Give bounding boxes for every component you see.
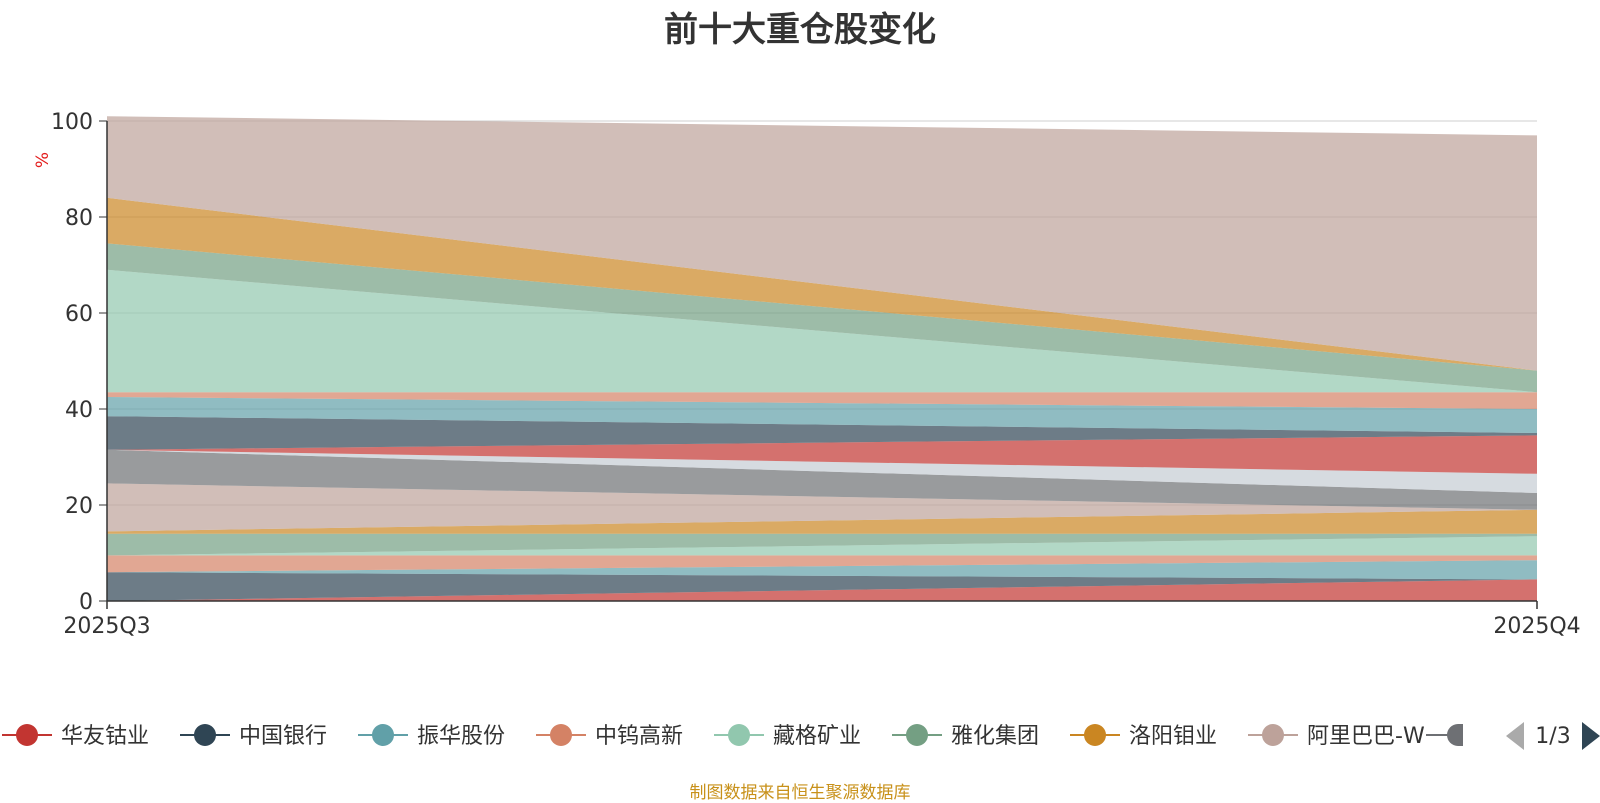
area-series-6 bbox=[107, 509, 1537, 534]
legend-label: 中钨高新 bbox=[595, 724, 683, 749]
area-series-9 bbox=[107, 449, 1537, 493]
axes bbox=[106, 121, 1538, 609]
legend-item[interactable]: 藏格矿业 bbox=[714, 724, 861, 749]
legend-next-page-icon[interactable] bbox=[1582, 722, 1600, 750]
area-series-5 bbox=[107, 533, 1537, 556]
legend-label: 华友钴业 bbox=[61, 724, 149, 749]
legend-label: 振华股份 bbox=[417, 724, 505, 749]
x-tick-label: 2025Q3 bbox=[63, 614, 150, 639]
x-tick-label: 2025Q4 bbox=[1493, 614, 1580, 639]
legend-label: 藏格矿业 bbox=[773, 724, 861, 749]
area-series-2 bbox=[107, 560, 1537, 580]
legend-prev-page-icon[interactable] bbox=[1506, 722, 1524, 750]
tick-labels: 0 20 40 60 80 100 2025Q3 2025Q4 bbox=[51, 110, 1581, 639]
legend-page-indicator: 1/3 bbox=[1535, 724, 1570, 749]
legend-item[interactable]: 中国银行 bbox=[180, 724, 327, 749]
area-series-3 bbox=[107, 555, 1537, 573]
area-series-7 bbox=[107, 483, 1537, 532]
legend-marker-icon bbox=[1084, 724, 1106, 746]
legend-marker-icon bbox=[16, 724, 38, 746]
legend-label: 洛阳钼业 bbox=[1129, 724, 1217, 749]
y-tick-label: 40 bbox=[65, 398, 93, 423]
legend-label: 雅化集团 bbox=[951, 724, 1039, 749]
area-series-8 bbox=[107, 449, 1537, 510]
legend-marker-icon bbox=[728, 724, 750, 746]
y-tick-label: 20 bbox=[65, 494, 93, 519]
area-series-10 bbox=[107, 435, 1537, 474]
y-axis-label: % bbox=[33, 152, 53, 168]
legend-marker-icon bbox=[550, 724, 572, 746]
y-tick-label: 0 bbox=[79, 590, 93, 615]
area-series-17 bbox=[107, 116, 1537, 371]
legend-item[interactable]: 雅化集团 bbox=[892, 724, 1039, 749]
area-series-1 bbox=[107, 572, 1537, 601]
legend-item[interactable]: 洛阳钼业 bbox=[1070, 724, 1217, 749]
legend-label: 中国银行 bbox=[239, 724, 327, 749]
legend-marker-icon bbox=[194, 724, 216, 746]
area-series-11 bbox=[107, 416, 1537, 450]
legend-marker-icon bbox=[1447, 724, 1463, 746]
legend-marker-icon bbox=[372, 724, 394, 746]
area-series-15 bbox=[107, 243, 1537, 393]
legend-marker-icon bbox=[906, 724, 928, 746]
area-series-13 bbox=[107, 392, 1537, 409]
area-series-4 bbox=[107, 536, 1537, 556]
legend-label: 阿里巴巴-W bbox=[1307, 724, 1425, 749]
area-series-16 bbox=[107, 197, 1537, 371]
source-note: 制图数据来自恒生聚源数据库 bbox=[689, 783, 911, 803]
legend-marker-icon bbox=[1262, 724, 1284, 746]
legend-item[interactable]: 振华股份 bbox=[358, 724, 505, 749]
chart-title: 前十大重仓股变化 bbox=[664, 10, 936, 50]
y-tick-label: 60 bbox=[65, 302, 93, 327]
y-tick-label: 80 bbox=[65, 206, 93, 231]
legend: 华友钴业 中国银行 振华股份 中钨高新 藏格矿业 雅化集团 洛阳钼业 阿里巴巴-W 1/3 bbox=[2, 722, 1600, 750]
legend-item[interactable]: 中钨高新 bbox=[536, 724, 683, 749]
area-series bbox=[107, 116, 1537, 601]
legend-item[interactable]: 阿里巴巴-W bbox=[1248, 724, 1425, 749]
y-tick-label: 100 bbox=[51, 110, 93, 135]
legend-item[interactable]: 华友钴业 bbox=[2, 724, 149, 749]
legend-item-partial[interactable] bbox=[1426, 724, 1463, 746]
